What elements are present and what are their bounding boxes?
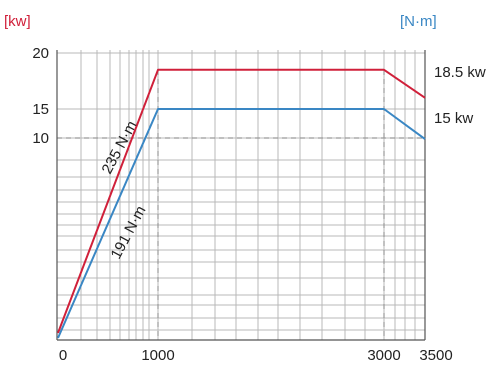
y-axis-left-label: [kw] — [4, 13, 31, 30]
end-label-18-5-kw: 18.5 kw — [434, 64, 486, 81]
y-tick-label: 10 — [32, 130, 49, 147]
series-line-blue — [57, 108, 426, 339]
axes: 20 15 10 0 1000 3000 3500 — [32, 45, 452, 364]
x-tick-label: 0 — [59, 347, 67, 364]
y-axis-right-label: [N·m] — [400, 13, 437, 30]
y-tick-label: 15 — [32, 101, 49, 118]
series-line-red — [57, 68, 426, 334]
x-tick-label: 3000 — [367, 347, 400, 364]
end-label-15-kw: 15 kw — [434, 110, 473, 127]
series-lines — [57, 68, 426, 339]
grid — [56, 50, 425, 340]
x-tick-label: 3500 — [419, 347, 452, 364]
y-tick-label: 20 — [32, 45, 49, 62]
x-tick-label: 1000 — [141, 347, 174, 364]
